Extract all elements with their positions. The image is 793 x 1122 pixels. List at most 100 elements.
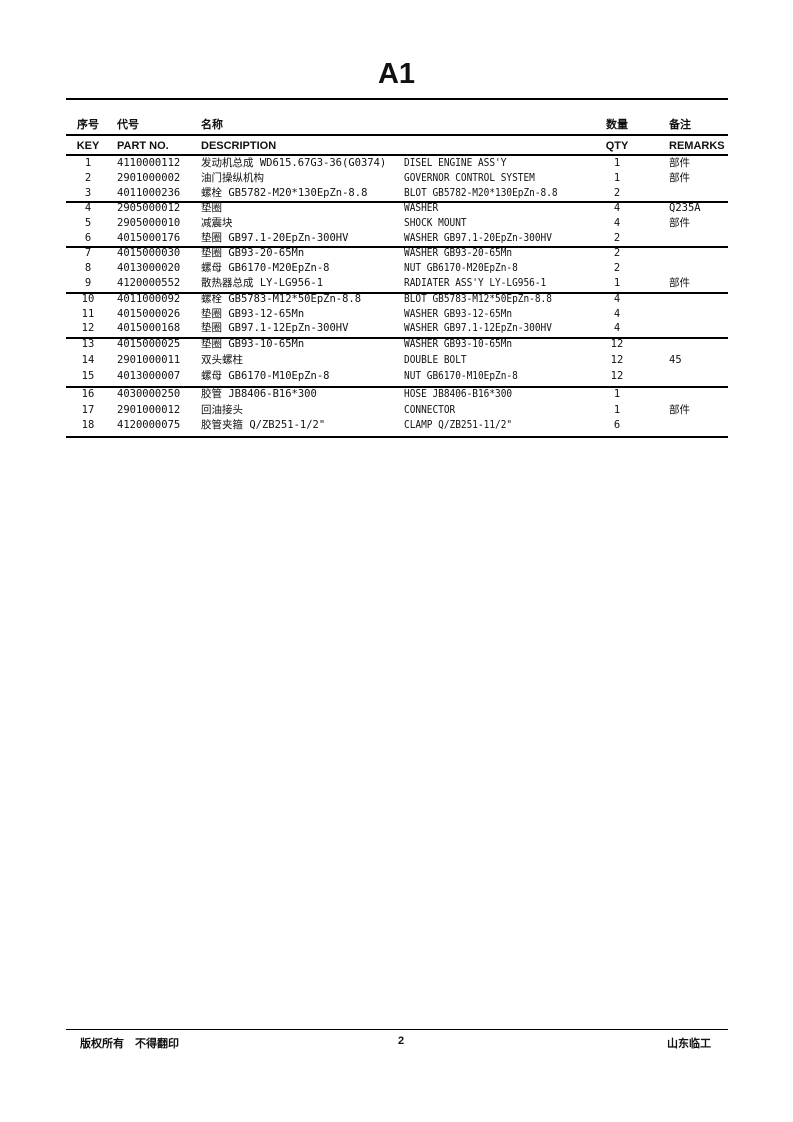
cell-key: 15	[81, 370, 95, 382]
cell-cn: 垫圈 GB93-10-65Mn	[201, 338, 305, 350]
group-divider	[66, 436, 728, 438]
cell-part: 4013000007	[117, 370, 181, 382]
cell-part: 4015000025	[117, 338, 181, 350]
cell-cn: 垫圈 GB97.1-12EpZn-300HV	[201, 322, 349, 334]
cell-qty: 12	[610, 370, 624, 382]
cell-cn: 发动机总成 WD615.67G3-36(G0374)	[201, 157, 387, 169]
divider	[66, 134, 728, 136]
cell-part: 2901000011	[117, 354, 181, 366]
cell-remarks: 部件	[669, 217, 690, 229]
cell-part: 4015000176	[117, 232, 181, 244]
cell-qty: 2	[613, 232, 621, 244]
cell-qty: 2	[613, 262, 621, 274]
header-remarks: REMARKS	[669, 140, 725, 152]
cell-key: 11	[81, 307, 95, 320]
cell-key: 5	[84, 217, 92, 229]
cell-cn: 垫圈	[201, 202, 222, 214]
cell-key: 3	[84, 187, 92, 199]
cell-part: 4120000075	[117, 419, 181, 431]
cell-key: 13	[81, 338, 95, 350]
cell-cn: 垫圈 GB97.1-20EpZn-300HV	[201, 232, 349, 244]
cell-part: 4015000168	[117, 322, 181, 334]
group-divider	[66, 337, 728, 339]
cell-key: 9	[84, 277, 92, 289]
cell-qty: 1	[613, 403, 621, 416]
cell-remarks: 45	[669, 354, 682, 366]
cell-en: DOUBLE BOLT	[404, 354, 467, 366]
cell-en: RADIATER ASS'Y LY-LG956-1	[404, 277, 547, 289]
copyright-notice: 版权所有 不得翻印	[80, 1038, 179, 1050]
footer-divider	[66, 1029, 728, 1030]
cell-qty: 1	[613, 388, 621, 400]
cell-en: SHOCK MOUNT	[404, 217, 467, 229]
cell-en: WASHER GB93-10-65Mn	[404, 338, 513, 350]
cell-cn: 散热器总成 LY-LG956-1	[201, 277, 324, 289]
cell-part: 4120000552	[117, 277, 181, 289]
cell-en: WASHER GB97.1-12EpZn-300HV	[404, 322, 552, 334]
cell-en: WASHER GB93-12-65Mn	[404, 307, 513, 320]
cell-cn: 垫圈 GB93-20-65Mn	[201, 247, 305, 259]
cell-en: BLOT GB5782-M20*130EpZn-8.8	[404, 187, 558, 199]
cell-cn: 螺栓 GB5783-M12*50EpZn-8.8	[201, 293, 362, 305]
cell-key: 17	[81, 403, 95, 416]
cell-en: NUT GB6170-M10EpZn-8	[404, 370, 518, 382]
header-key-cn: 序号	[77, 119, 99, 131]
page-title: A1	[377, 58, 416, 90]
cell-en: DISEL ENGINE ASS'Y	[404, 157, 507, 169]
cell-key: 7	[84, 247, 92, 259]
cell-qty: 2	[613, 247, 621, 259]
company-name: 山东临工	[667, 1038, 711, 1050]
cell-cn: 胶管 JB8406-B16*300	[201, 388, 317, 400]
cell-qty: 4	[613, 217, 621, 229]
cell-key: 4	[84, 202, 92, 214]
cell-remarks: 部件	[669, 277, 690, 289]
cell-key: 6	[84, 232, 92, 244]
cell-en: CONNECTOR	[404, 403, 456, 416]
header-name-cn: 名称	[201, 119, 223, 131]
cell-cn: 油门操纵机构	[201, 172, 264, 184]
cell-part: 4110000112	[117, 157, 181, 169]
cell-part: 4015000030	[117, 247, 181, 259]
cell-part: 2905000010	[117, 217, 181, 229]
cell-key: 8	[84, 262, 92, 274]
header-key: KEY	[76, 140, 100, 152]
header-qty: QTY	[605, 140, 629, 152]
cell-remarks: Q235A	[669, 202, 701, 214]
cell-en: WASHER GB97.1-20EpZn-300HV	[404, 232, 552, 244]
cell-qty: 6	[613, 419, 621, 431]
cell-cn: 螺栓 GB5782-M20*130EpZn-8.8	[201, 187, 368, 199]
cell-en: BLOT GB5783-M12*50EpZn-8.8	[404, 293, 552, 305]
divider	[66, 98, 728, 100]
cell-key: 18	[81, 419, 95, 431]
cell-qty: 4	[613, 322, 621, 334]
cell-qty: 4	[613, 307, 621, 320]
cell-cn: 回油接头	[201, 403, 243, 416]
cell-qty: 2	[613, 187, 621, 199]
cell-qty: 1	[613, 277, 621, 289]
cell-part: 4011000236	[117, 187, 181, 199]
group-divider	[66, 201, 728, 203]
cell-key: 2	[84, 172, 92, 184]
header-part-cn: 代号	[117, 119, 139, 131]
divider	[66, 154, 728, 156]
cell-key: 10	[81, 293, 95, 305]
cell-key: 14	[81, 354, 95, 366]
cell-remarks: 部件	[669, 157, 690, 169]
header-description: DESCRIPTION	[201, 140, 277, 152]
cell-cn: 螺母 GB6170-M10EpZn-8	[201, 370, 330, 382]
cell-en: GOVERNOR CONTROL SYSTEM	[404, 172, 535, 184]
header-part-no: PART NO.	[117, 140, 169, 152]
cell-part: 4013000020	[117, 262, 181, 274]
cell-cn: 螺母 GB6170-M20EpZn-8	[201, 262, 330, 274]
cell-cn: 双头螺柱	[201, 354, 243, 366]
group-divider	[66, 292, 728, 294]
cell-qty: 12	[610, 354, 624, 366]
header-qty-cn: 数量	[606, 119, 628, 131]
cell-remarks: 部件	[669, 403, 690, 416]
cell-qty: 4	[613, 202, 621, 214]
cell-part: 2905000012	[117, 202, 181, 214]
cell-key: 16	[81, 388, 95, 400]
cell-key: 1	[84, 157, 92, 169]
cell-cn: 垫圈 GB93-12-65Mn	[201, 307, 305, 320]
cell-part: 2901000012	[117, 403, 181, 416]
